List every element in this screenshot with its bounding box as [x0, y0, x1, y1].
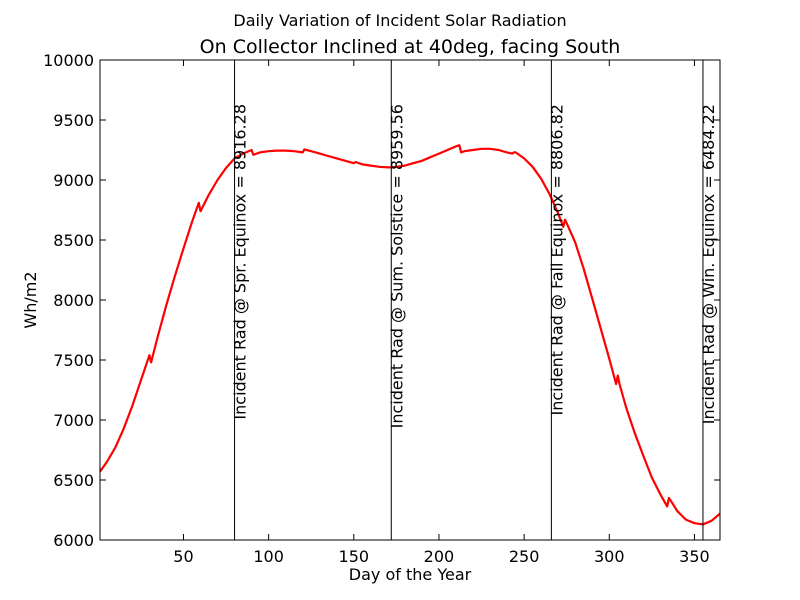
y-tick-label: 6500	[53, 471, 94, 490]
chart-title: On Collector Inclined at 40deg, facing S…	[200, 36, 621, 58]
x-tick-label: 250	[509, 547, 540, 566]
y-tick-label: 8000	[53, 291, 94, 310]
vline-label: Incident Rad @ Spr. Equinox = 8916.28	[231, 104, 250, 420]
vline-label: Incident Rad @ Win. Equinox = 6484.22	[699, 104, 718, 424]
y-axis-ticks: 6000 6500 7000 7500 8000 8500 9000 9500 10000	[43, 51, 720, 550]
x-axis-label: Day of the Year	[349, 565, 472, 584]
y-tick-label: 7500	[53, 351, 94, 370]
y-tick-label: 7000	[53, 411, 94, 430]
y-tick-label: 9500	[53, 111, 94, 130]
y-tick-label: 6000	[53, 531, 94, 550]
x-tick-label: 300	[594, 547, 625, 566]
chart-suptitle: Daily Variation of Incident Solar Radiat…	[233, 11, 566, 30]
plot-area: Incident Rad @ Spr. Equinox = 8916.28 Inc…	[99, 60, 721, 540]
x-tick-label: 150	[339, 547, 370, 566]
x-tick-label: 50	[173, 547, 193, 566]
y-tick-label: 10000	[43, 51, 94, 70]
x-tick-label: 200	[424, 547, 455, 566]
series-line	[99, 144, 721, 526]
vline-label: Incident Rad @ Sum. Solstice = 8959.56	[387, 104, 406, 428]
y-tick-label: 8500	[53, 231, 94, 250]
x-tick-label: 100	[253, 547, 284, 566]
x-axis-ticks: 50 100 150 200 250 300 350	[173, 60, 710, 566]
y-axis-label: Wh/m2	[21, 271, 40, 328]
vline-label: Incident Rad @ Fall Equinox = 8806.82	[547, 104, 566, 416]
y-tick-label: 9000	[53, 171, 94, 190]
x-tick-label: 350	[679, 547, 710, 566]
